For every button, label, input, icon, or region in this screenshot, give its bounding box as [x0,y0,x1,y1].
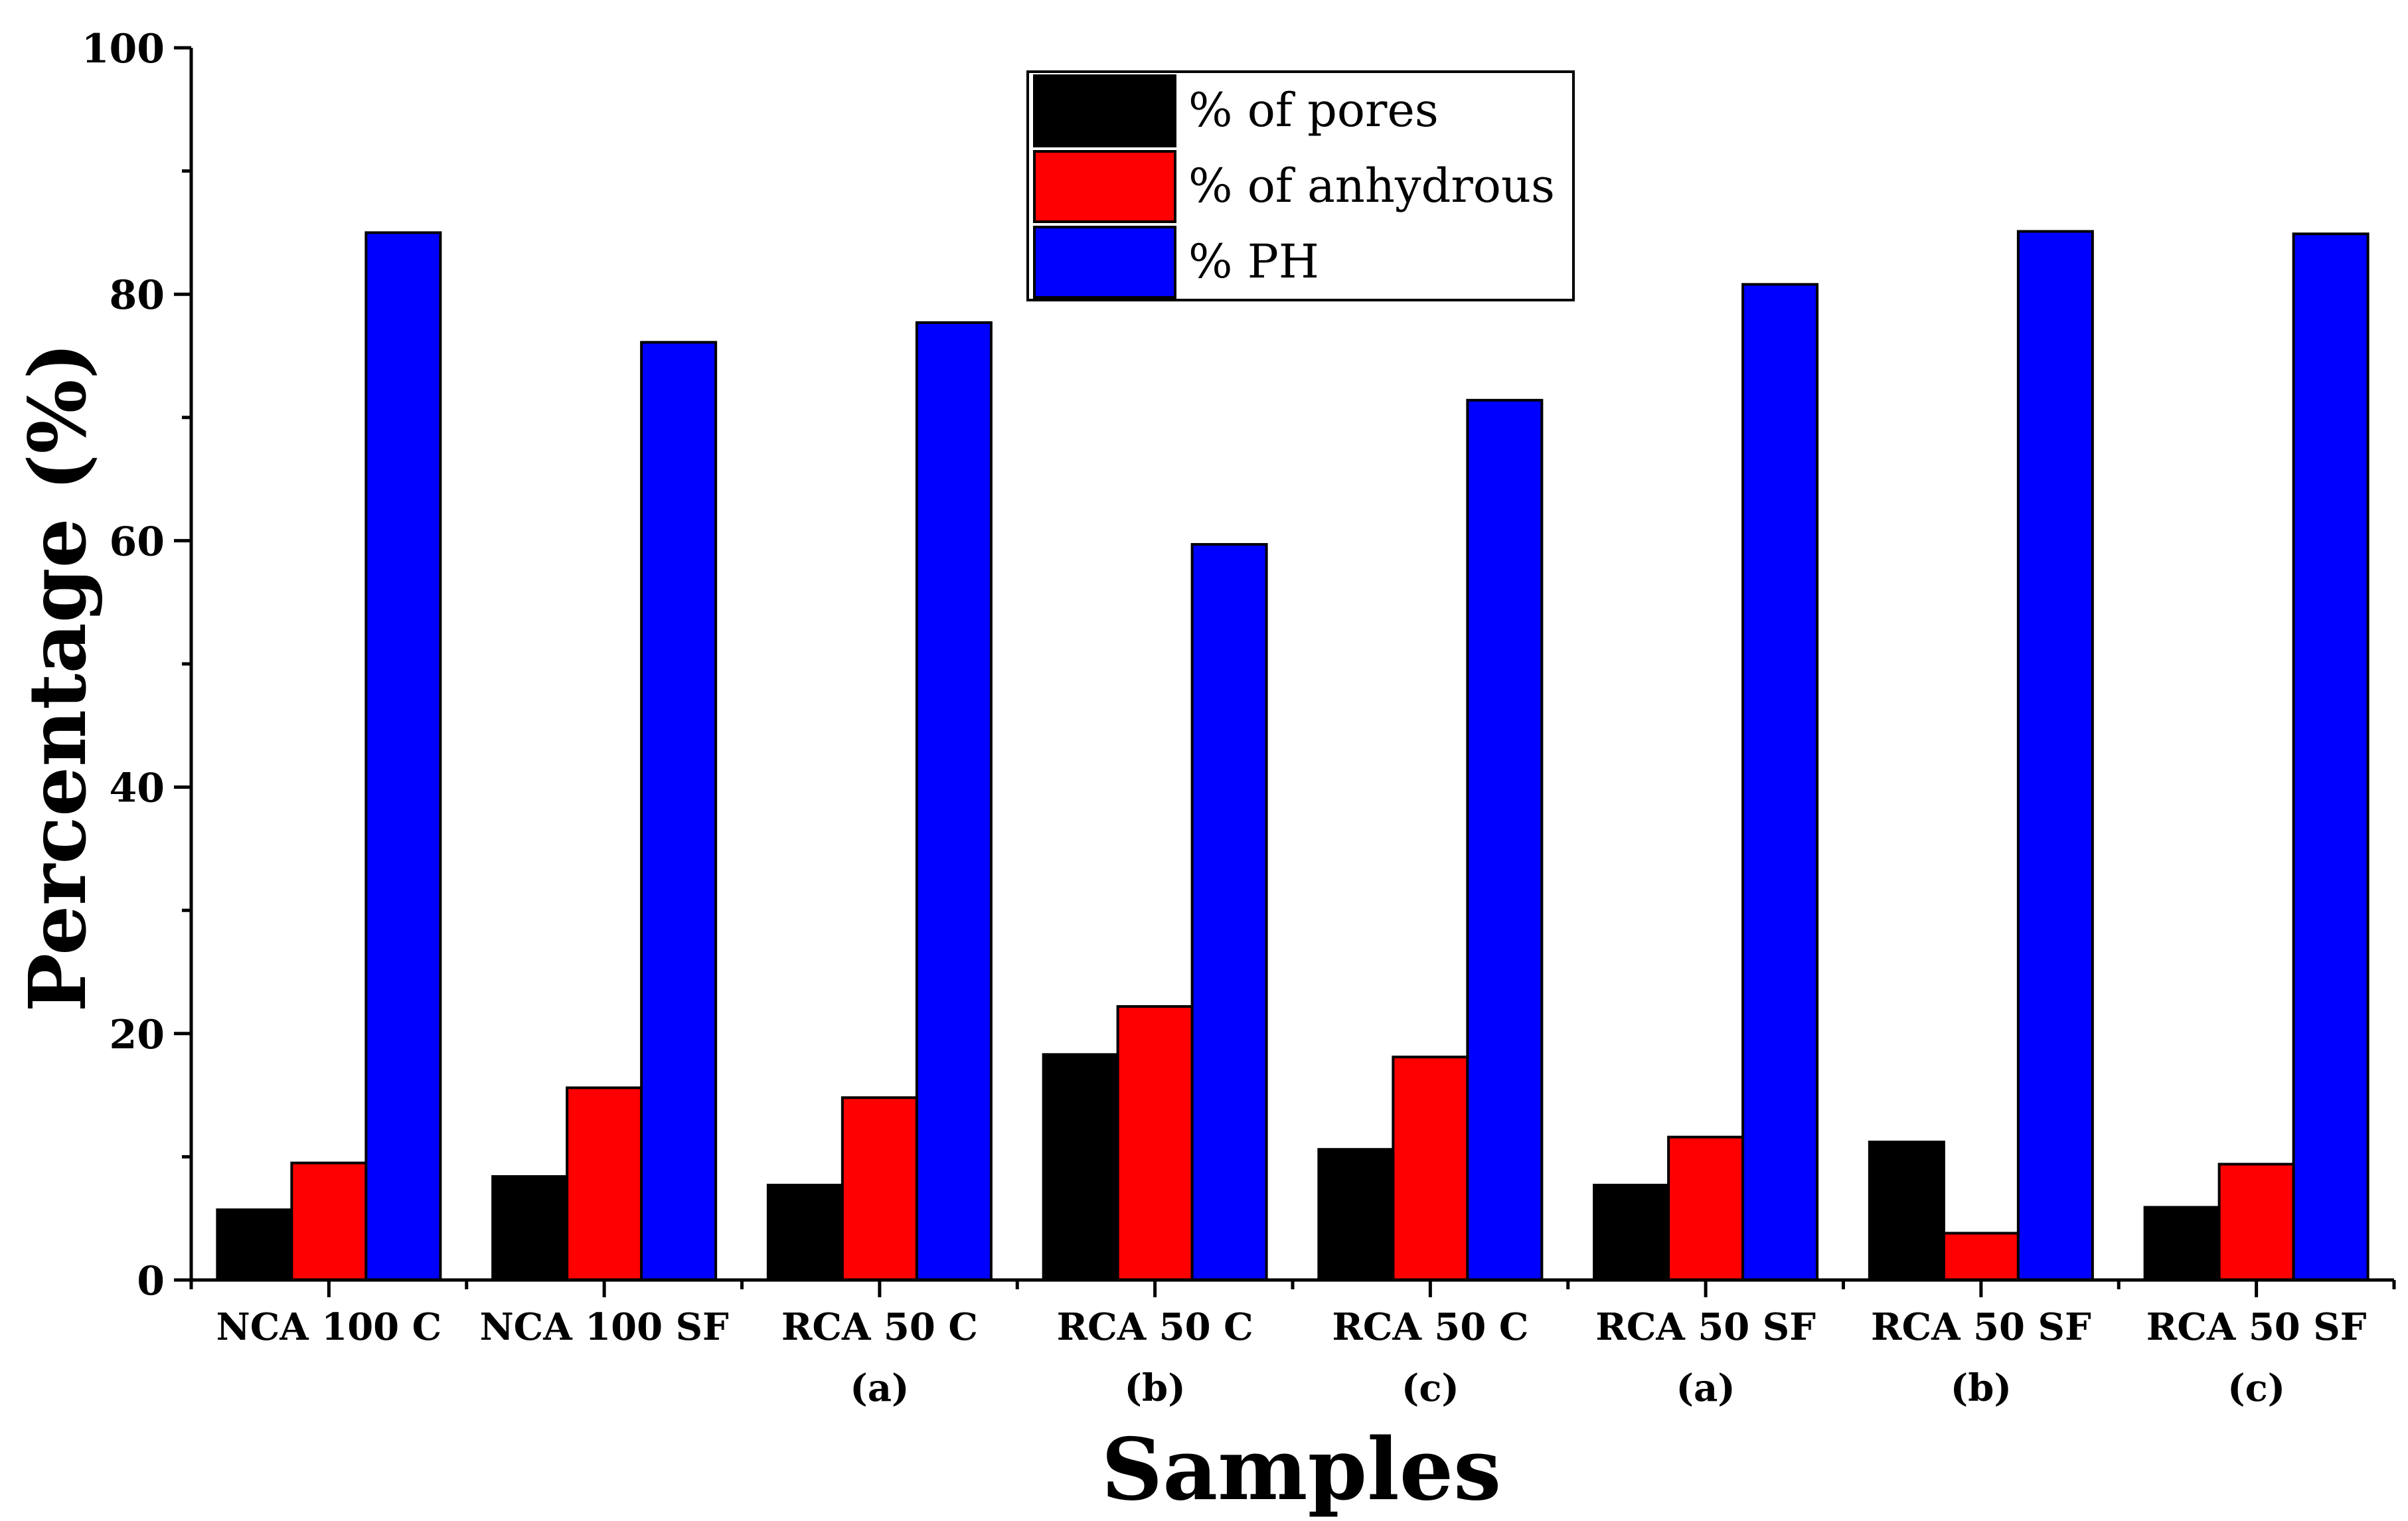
legend: % of pores % of anhydrous % PH [1026,70,1575,301]
bar-ph-2 [640,341,718,1281]
x-tick-label-4: RCA 50 C [1057,1305,1253,1349]
labels-layer: 0 20 40 60 80 100 NCA 100 C NCA 100 SF RCA 50 C (… [82,26,2367,1410]
bar-ph-6 [1741,283,1819,1281]
bar-of-anhydrous-5 [1392,1056,1469,1281]
y-axis-title: Percentage (%) [11,343,104,1012]
legend-swatch-2 [1033,150,1176,223]
x-tick-label-7: RCA 50 SF [1871,1305,2091,1349]
legend-swatch-3 [1033,226,1176,299]
y-tick-label-0: 0 [137,1258,165,1305]
bar-of-anhydrous-6 [1667,1135,1745,1281]
bar-ph-3 [915,321,993,1282]
bar-ph-8 [2292,232,2369,1282]
bar-ph-5 [1466,398,1544,1281]
bar-of-pores-4 [1042,1053,1119,1282]
legend-label-2: % of anhydrous [1188,159,1555,213]
x-tick-label-8-sub: (c) [2227,1366,2285,1410]
x-tick-label-3-sub: (a) [850,1366,909,1410]
legend-swatch-1 [1033,74,1176,147]
bar-of-anhydrous-8 [2217,1162,2295,1282]
bar-ph-1 [364,231,442,1281]
x-tick-label-5-sub: (c) [1402,1366,1459,1410]
x-tick-label-3: RCA 50 C [781,1305,978,1349]
bar-of-anhydrous-3 [841,1096,918,1281]
bar-of-anhydrous-2 [566,1086,643,1281]
legend-label-1: % of pores [1188,83,1439,137]
x-tick-label-1: NCA 100 C [216,1305,442,1349]
bar-of-pores-1 [216,1208,293,1282]
bar-of-pores-5 [1317,1148,1395,1282]
y-tick-label-40: 40 [110,765,165,812]
legend-label-3: % PH [1188,234,1319,289]
bar-of-pores-3 [766,1184,844,1282]
x-tick-label-7-sub: (b) [1951,1366,2012,1410]
y-tick-label-80: 80 [110,272,165,319]
bar-ph-4 [1190,542,1268,1281]
y-tick-label-60: 60 [110,519,165,565]
x-tick-label-4-sub: (b) [1125,1366,1186,1410]
x-tick-label-6: RCA 50 SF [1595,1305,1816,1349]
bar-ph-7 [2016,230,2094,1282]
legend-items: % of pores % of anhydrous % PH [1033,74,1555,299]
y-tick-label-20: 20 [110,1012,165,1058]
bar-of-anhydrous-1 [290,1161,368,1282]
ticks-layer [174,46,2396,1297]
x-tick-label-6-sub: (a) [1676,1366,1735,1410]
y-tick-label-100: 100 [82,26,165,72]
x-tick-label-8: RCA 50 SF [2146,1305,2367,1349]
x-tick-label-5: RCA 50 C [1332,1305,1528,1349]
bar-of-pores-6 [1593,1184,1670,1282]
x-axis-title: Samples [1101,1420,1501,1520]
x-tick-label-2: NCA 100 SF [479,1305,729,1349]
bar-of-pores-8 [2143,1206,2221,1281]
bar-of-pores-2 [491,1175,569,1281]
bar-of-anhydrous-4 [1116,1004,1194,1282]
bar-of-pores-7 [1868,1141,1945,1282]
bar-of-anhydrous-7 [1942,1232,2020,1282]
bars-layer [216,230,2369,1282]
